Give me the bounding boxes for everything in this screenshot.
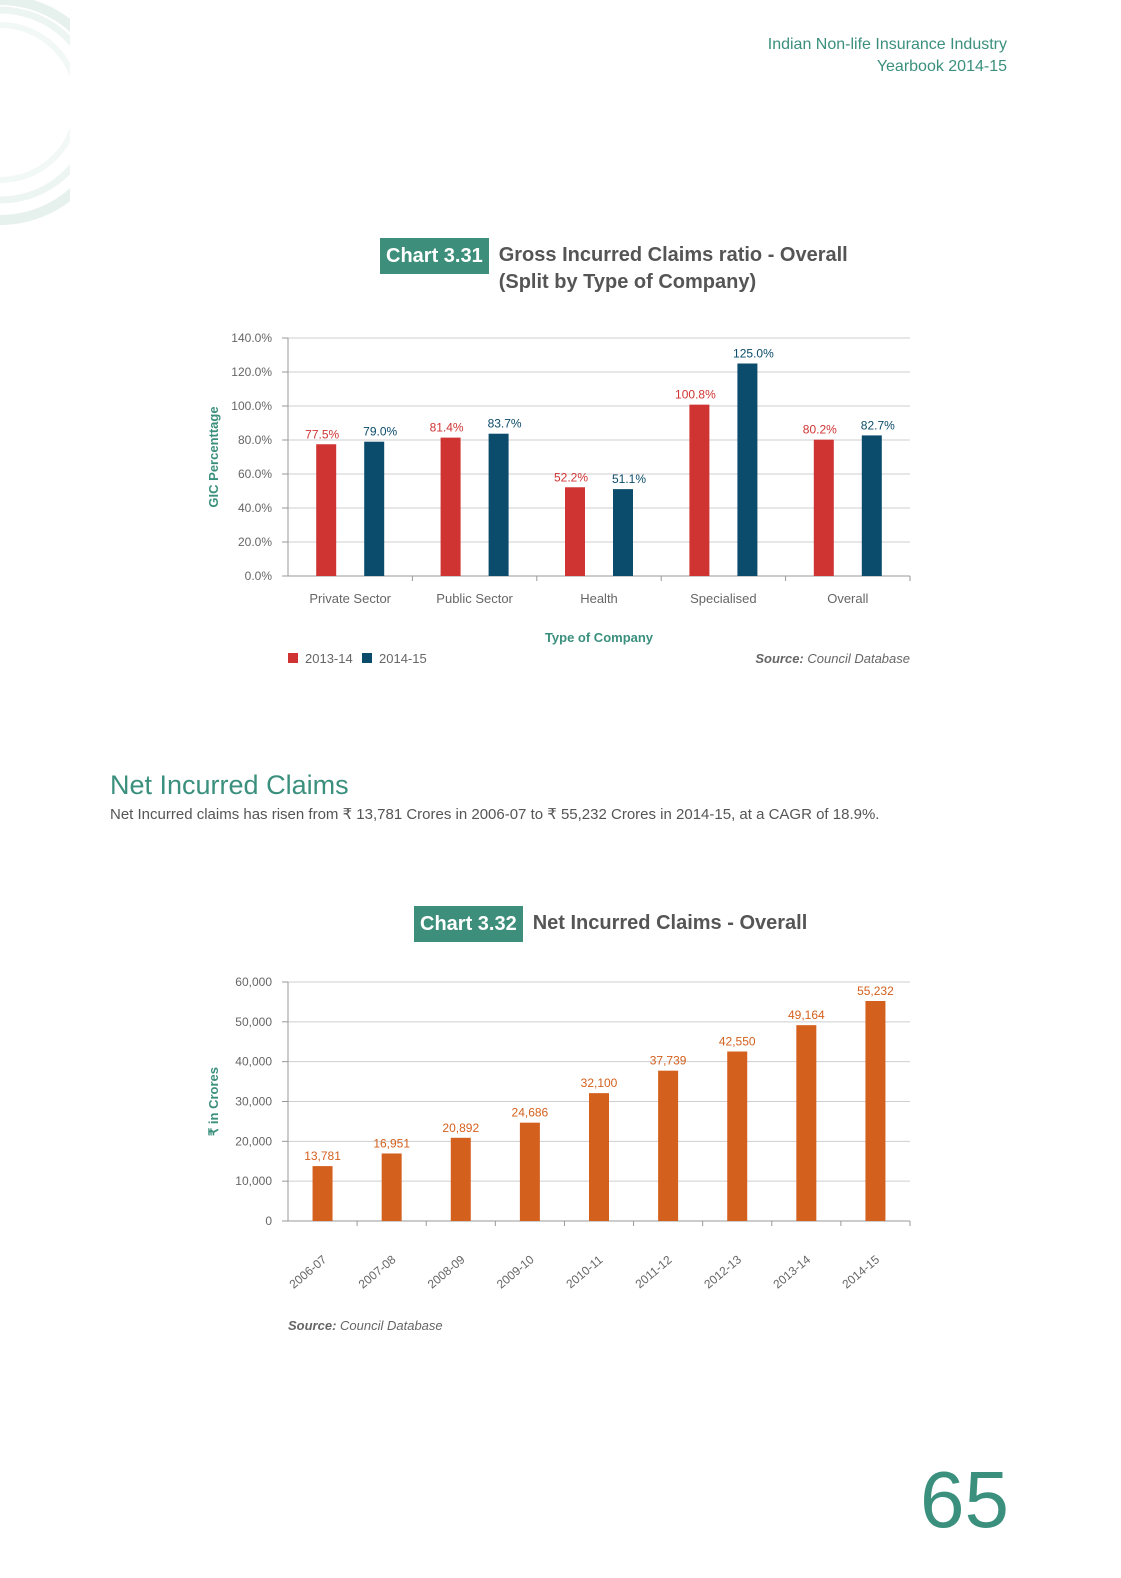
y-tick-label: 60,000 <box>235 975 272 989</box>
bar-2014-15 <box>613 489 633 576</box>
chart2-net-claims: 0 10,000 20,000 30,000 40,000 50,000 60,000 13,… <box>206 975 911 1333</box>
data-label: 32,100 <box>581 1076 618 1090</box>
data-label: 20,892 <box>442 1121 479 1135</box>
y-tick-label: 40.0% <box>238 501 272 515</box>
legend-swatch-2014-15 <box>362 653 372 663</box>
chart2-heading: Chart 3.32 Net Incurred Claims - Overall <box>414 906 807 942</box>
data-label: 52.2% <box>554 470 588 484</box>
decorative-arcs <box>0 0 70 225</box>
y-tick-label: 10,000 <box>235 1174 272 1188</box>
y-tick-label: 20.0% <box>238 535 272 549</box>
x-tick-label: Private Sector <box>309 591 391 606</box>
data-label: 37,739 <box>650 1054 687 1068</box>
chart2-title: Net Incurred Claims - Overall <box>533 910 808 937</box>
data-label: 77.5% <box>305 427 339 441</box>
chart2-badge: Chart 3.32 <box>414 906 523 942</box>
data-label: 55,232 <box>857 984 894 998</box>
x-axis-title: Type of Company <box>545 630 654 645</box>
data-label: 82.7% <box>861 418 895 432</box>
bar-2014-15 <box>737 363 758 576</box>
bar-2013-14 <box>689 404 710 576</box>
data-label: 81.4% <box>430 421 464 435</box>
chart1-gic-ratio: 0.0% 20.0% 40.0% 60.0% 80.0% 100.0% 120.0% 140.… <box>206 331 911 666</box>
bar-2013-14 <box>565 487 585 576</box>
y-axis-title: ₹ in Crores <box>206 1067 221 1136</box>
bar-2012-13 <box>727 1051 748 1221</box>
x-tick-label: 2012-13 <box>701 1252 744 1291</box>
data-label: 51.1% <box>612 472 646 486</box>
x-tick-label: 2006-07 <box>287 1252 330 1291</box>
y-tick-label: 0.0% <box>245 569 273 583</box>
y-tick-label: 100.0% <box>231 399 272 413</box>
y-tick-label: 50,000 <box>235 1015 272 1029</box>
bar-2014-15 <box>865 1000 886 1221</box>
page-number: 65 <box>920 1455 1009 1544</box>
y-tick-label: 120.0% <box>231 365 272 379</box>
x-tick-label: 2008-09 <box>425 1252 468 1291</box>
chart1-heading: Chart 3.31 Gross Incurred Claims ratio -… <box>380 238 848 296</box>
y-tick-label: 30,000 <box>235 1095 272 1109</box>
x-tick-label: 2011-12 <box>633 1252 675 1291</box>
header-line2: Yearbook 2014-15 <box>876 58 1007 75</box>
y-axis-title: GIC Percenttage <box>206 406 221 507</box>
source-note: Source: Council Database <box>755 651 910 666</box>
chart1-title: Gross Incurred Claims ratio - Overall (S… <box>499 242 848 296</box>
y-tick-label: 60.0% <box>238 467 272 481</box>
page-header: Indian Non-life Insurance Industry Yearb… <box>768 34 1007 78</box>
data-label: 49,164 <box>788 1008 825 1022</box>
x-tick-label: 2013-14 <box>770 1252 813 1291</box>
bar-2010-11 <box>589 1093 609 1221</box>
data-label: 42,550 <box>719 1035 756 1049</box>
bar-2014-15 <box>488 433 509 576</box>
bar-2007-08 <box>381 1153 402 1221</box>
x-tick-label: 2010-11 <box>563 1252 605 1291</box>
legend-label: 2014-15 <box>379 651 427 666</box>
x-tick-label: 2014-15 <box>840 1252 883 1291</box>
data-label: 79.0% <box>363 425 397 439</box>
bar-2009-10 <box>519 1122 540 1221</box>
section-title: Net Incurred Claims <box>110 770 349 800</box>
y-tick-label: 0 <box>265 1214 272 1228</box>
bar-2008-09 <box>450 1137 471 1221</box>
data-label: 24,686 <box>512 1106 549 1120</box>
y-tick-label: 80.0% <box>238 433 272 447</box>
data-label: 80.2% <box>803 423 837 437</box>
y-tick-label: 40,000 <box>235 1055 272 1069</box>
x-tick-label: Overall <box>827 591 868 606</box>
chart2-title-line1: Net Incurred Claims - Overall <box>532 912 808 934</box>
bar-2013-14 <box>796 1025 817 1221</box>
data-label: 125.0% <box>733 347 774 361</box>
x-tick-label: Specialised <box>690 591 757 606</box>
legend-swatch-2013-14 <box>288 653 298 663</box>
y-tick-label: 140.0% <box>231 331 272 345</box>
bar-2013-14 <box>440 437 461 576</box>
x-tick-label: Health <box>580 591 618 606</box>
data-label: 16,951 <box>373 1136 410 1150</box>
chart1-badge: Chart 3.31 <box>380 238 489 274</box>
x-tick-label: Public Sector <box>436 591 513 606</box>
source-note: Source: Council Database <box>288 1318 443 1333</box>
x-tick-label: 2009-10 <box>494 1252 537 1291</box>
bar-2013-14 <box>316 444 337 576</box>
data-label: 13,781 <box>304 1149 341 1163</box>
y-tick-label: 20,000 <box>235 1134 272 1148</box>
x-tick-label: 2007-08 <box>356 1252 399 1291</box>
bar-2011-12 <box>658 1070 679 1221</box>
bar-2014-15 <box>861 435 882 576</box>
header-line1: Indian Non-life Insurance Industry <box>767 36 1007 53</box>
data-label: 83.7% <box>488 417 522 431</box>
legend-label: 2013-14 <box>305 651 353 666</box>
section-text: Net Incurred claims has risen from ₹ 13,… <box>110 806 880 823</box>
chart1-title-line1: Gross Incurred Claims ratio - Overall <box>498 244 848 266</box>
data-label: 100.8% <box>675 388 716 402</box>
bar-2013-14 <box>813 439 834 576</box>
chart1-title-line2: (Split by Type of Company) <box>498 271 757 293</box>
bar-2014-15 <box>364 441 385 576</box>
bar-2006-07 <box>312 1166 333 1221</box>
